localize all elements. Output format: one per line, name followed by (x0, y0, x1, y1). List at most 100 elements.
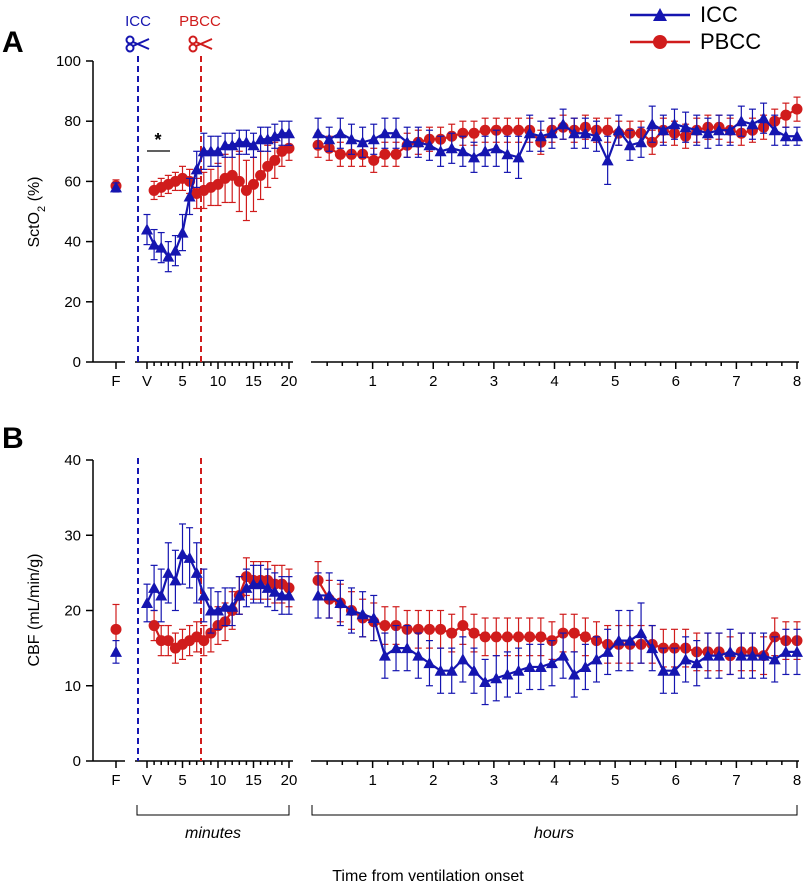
data-point (535, 631, 547, 643)
x-tick-label: 7 (732, 772, 740, 789)
data-point (434, 145, 447, 157)
data-point (378, 649, 391, 661)
data-point (312, 127, 325, 139)
data-point (379, 148, 391, 160)
data-point (724, 124, 737, 136)
legend: ICC PBCC (630, 2, 761, 54)
panel-b-series (110, 523, 803, 706)
data-point (679, 653, 692, 665)
data-point (456, 653, 469, 665)
data-point (568, 627, 580, 639)
data-point (248, 178, 259, 190)
data-point (612, 634, 625, 646)
data-point (635, 627, 648, 639)
data-point (501, 668, 514, 680)
data-point (512, 151, 525, 163)
data-point (490, 142, 503, 154)
data-point (334, 127, 347, 139)
data-point (568, 127, 581, 139)
data-point (198, 635, 210, 647)
data-point (412, 136, 425, 148)
data-point (445, 664, 458, 676)
data-point (212, 604, 224, 616)
data-point (261, 133, 274, 145)
data-point (602, 124, 614, 136)
icc-event-label: ICC (125, 13, 151, 30)
data-point (501, 124, 513, 136)
x-tick-label: 4 (550, 772, 558, 789)
data-point (757, 649, 770, 661)
data-point (668, 118, 681, 130)
data-point (169, 574, 182, 586)
data-point (657, 664, 670, 676)
data-point (176, 548, 189, 560)
data-point (657, 124, 670, 136)
data-point (368, 154, 380, 166)
data-point (255, 169, 267, 181)
data-point (579, 660, 592, 672)
x-tick-label: 2 (429, 772, 437, 789)
data-point (512, 664, 525, 676)
x-tick-label: 5 (178, 772, 186, 789)
data-point (323, 133, 336, 145)
data-point (233, 175, 245, 187)
data-point (334, 596, 347, 608)
panel-a-ylabel-subscript: 2 (36, 206, 48, 212)
data-point (668, 664, 681, 676)
baseline-point (110, 645, 122, 657)
legend-icc-marker (653, 8, 667, 21)
data-point (183, 551, 196, 563)
panel-a-x-ticks: F V 5 10 15 20 1 2 3 4 5 6 7 8 (111, 362, 801, 390)
data-point (690, 124, 703, 136)
panel-b-y-ticks: 0 10 20 30 40 (64, 452, 93, 770)
data-point (141, 223, 153, 235)
data-point (791, 103, 803, 115)
data-point (379, 620, 391, 632)
data-point (233, 589, 246, 601)
data-point (479, 675, 492, 687)
minutes-bracket (136, 805, 290, 816)
hours-bracket (311, 805, 798, 816)
data-point (557, 649, 570, 661)
x-tick-label: 10 (210, 772, 227, 789)
data-point (457, 620, 469, 632)
y-tick-label: 0 (73, 753, 81, 770)
data-point (367, 612, 380, 624)
data-point (435, 623, 447, 635)
data-point (779, 645, 792, 657)
data-point (468, 627, 480, 639)
x-tick-label: F (111, 772, 120, 789)
x-tick-label: 5 (611, 772, 619, 789)
data-point (746, 649, 759, 661)
x-tick-label: 2 (429, 373, 437, 390)
data-point (612, 124, 625, 136)
data-point (412, 623, 424, 635)
baseline-point (110, 623, 122, 635)
data-point (601, 154, 614, 166)
data-point (401, 642, 414, 654)
x-tick-label: V (142, 373, 152, 390)
x-tick-label: 8 (793, 772, 801, 789)
data-point (183, 190, 196, 202)
panel-b-axes (92, 460, 799, 762)
data-point (523, 127, 536, 139)
panel-a-ylabel: SctO2 (%) (26, 176, 48, 247)
data-point (345, 133, 358, 145)
data-point (254, 578, 267, 590)
data-point (283, 127, 295, 139)
data-point (446, 627, 458, 639)
data-point (247, 139, 260, 151)
panel-letter-a: A (2, 26, 24, 59)
data-point (523, 660, 536, 672)
data-point (479, 145, 492, 157)
x-tick-label: 15 (245, 772, 262, 789)
data-point (226, 600, 239, 612)
x-tick-label: 1 (368, 772, 376, 789)
data-point (513, 631, 525, 643)
data-point (240, 136, 253, 148)
y-tick-label: 40 (64, 234, 81, 251)
y-tick-label: 40 (64, 452, 81, 469)
data-point (490, 672, 503, 684)
y-tick-label: 60 (64, 173, 81, 190)
data-point (240, 581, 253, 593)
